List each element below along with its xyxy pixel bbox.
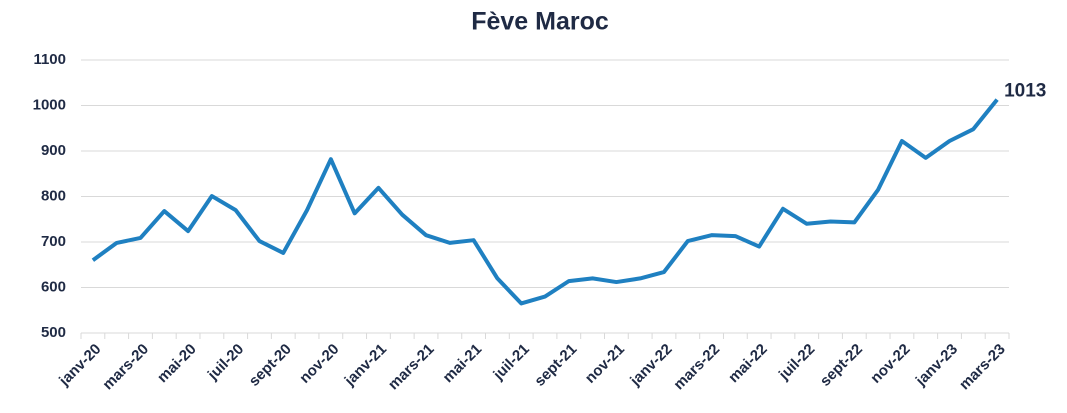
x-tick-label: mars-22 <box>670 341 723 394</box>
x-tick-label: mars-23 <box>956 341 1009 394</box>
y-tick-label: 800 <box>41 187 66 204</box>
x-tick-label: nov-22 <box>867 341 913 387</box>
x-tick-label: janv-23 <box>912 341 961 390</box>
y-tick-label: 700 <box>41 233 66 250</box>
y-tick-label: 600 <box>41 278 66 295</box>
x-tick-label: janv-20 <box>55 341 104 390</box>
data-label: 1013 <box>1004 81 1046 102</box>
x-tick-label: juil-20 <box>204 341 247 384</box>
x-tick-label: juil-22 <box>775 341 818 384</box>
x-tick-label: sept-21 <box>531 341 580 390</box>
y-tick-label: 900 <box>41 142 66 159</box>
x-tick-label: mai-21 <box>440 341 486 387</box>
x-tick-label: sept-20 <box>246 341 295 390</box>
y-tick-label: 1100 <box>33 51 66 68</box>
x-tick-label: nov-20 <box>296 341 342 387</box>
x-tick-label: mars-20 <box>99 341 152 394</box>
chart-title: Fève Maroc <box>471 8 609 36</box>
x-tick-label: sept-22 <box>817 341 866 390</box>
y-tick-label: 500 <box>41 324 66 341</box>
x-tick-label: janv-21 <box>341 341 390 390</box>
x-tick-label: mai-22 <box>725 341 771 387</box>
x-tick-label: juil-21 <box>489 341 532 384</box>
y-tick-label: 1000 <box>33 96 66 113</box>
x-tick-label: mars-21 <box>385 341 438 394</box>
x-tick-label: mai-20 <box>154 341 200 387</box>
x-tick-label: nov-21 <box>582 341 628 387</box>
x-tick-label: janv-22 <box>626 341 675 390</box>
line-series <box>91 98 999 306</box>
